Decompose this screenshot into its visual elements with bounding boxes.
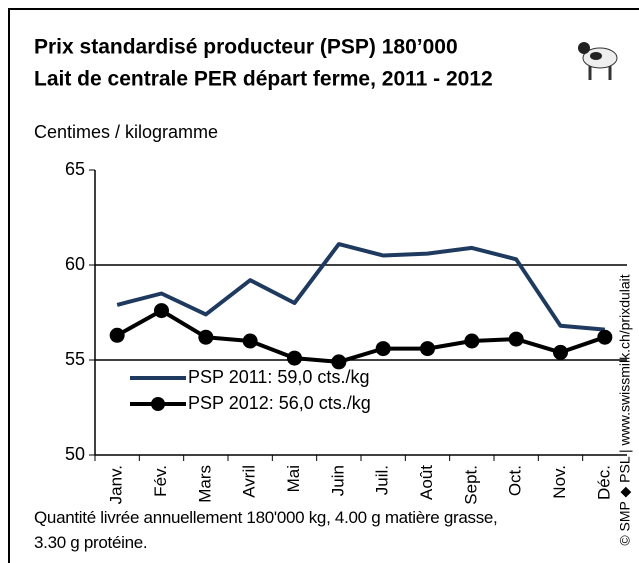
footnote: Quantité livrée annuellement 180'000 kg,…	[34, 505, 514, 555]
y-tick-label: 65	[65, 159, 85, 179]
y-tick-label: 50	[65, 444, 85, 464]
x-tick-label: Déc.	[594, 465, 613, 500]
x-tick-label: Fév.	[151, 465, 170, 497]
x-tick-label: Nov.	[550, 465, 569, 499]
series-line	[117, 311, 605, 362]
y-axis-label: Centimes / kilogramme	[34, 122, 218, 142]
x-tick-label: Janv.	[107, 465, 126, 504]
point	[198, 330, 213, 345]
x-tick-label: Sept.	[461, 465, 480, 505]
point	[464, 334, 479, 349]
legend-marker	[151, 397, 165, 411]
legend-label: PSP 2011: 59,0 cts./kg	[188, 367, 369, 387]
point	[597, 330, 612, 345]
frame	[9, 9, 639, 563]
point	[553, 345, 568, 360]
y-tick-label: 55	[65, 349, 85, 369]
x-tick-label: Août	[417, 465, 436, 500]
point	[331, 354, 346, 369]
point	[110, 328, 125, 343]
chart-title: Prix standardisé producteur (PSP) 180’00…	[34, 36, 458, 59]
point	[509, 332, 524, 347]
legend-label: PSP 2012: 56,0 cts./kg	[188, 393, 371, 413]
point	[420, 341, 435, 356]
cow-icon	[578, 42, 617, 80]
x-tick-label: Avril	[240, 465, 259, 498]
point	[287, 351, 302, 366]
point	[243, 334, 258, 349]
page: Prix standardisé producteur (PSP) 180’00…	[0, 0, 639, 563]
chart: Prix standardisé producteur (PSP) 180’00…	[0, 0, 639, 563]
x-tick-label: Mars	[195, 465, 214, 503]
x-tick-label: Juil.	[373, 465, 392, 495]
series-line	[117, 244, 605, 330]
y-tick-label: 60	[65, 254, 85, 274]
point	[376, 341, 391, 356]
point	[154, 303, 169, 318]
x-tick-label: Juin	[328, 465, 347, 496]
source: © SMP ◆ PSL | www.swissmilk.ch/prixdulai…	[617, 274, 633, 545]
x-tick-label: Oct.	[506, 465, 525, 496]
x-tick-label: Mai	[284, 465, 303, 492]
chart-subtitle: Lait de centrale PER départ ferme, 2011 …	[34, 68, 493, 91]
